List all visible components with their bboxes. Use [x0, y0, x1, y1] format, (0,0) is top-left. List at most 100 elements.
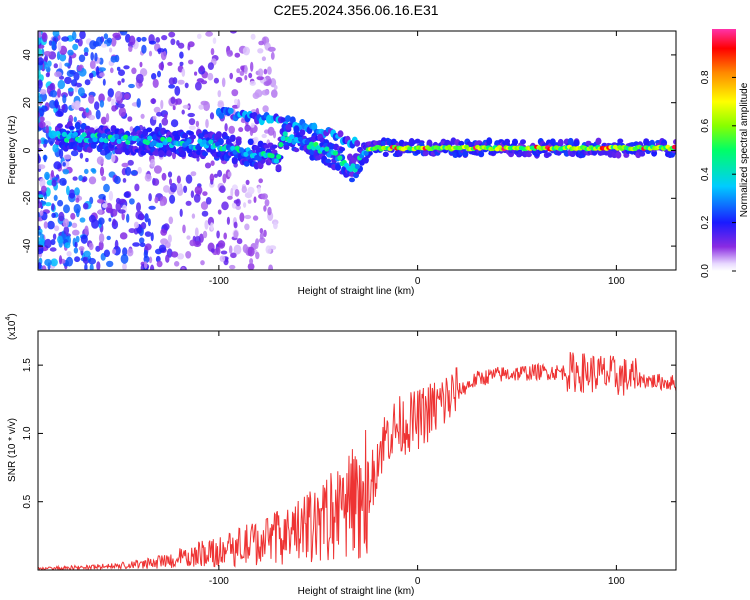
spectrogram-cell — [458, 140, 465, 147]
spectrogram-cell — [217, 169, 223, 178]
spectrogram-cell — [116, 138, 122, 144]
spectrogram-cell — [257, 186, 261, 194]
spectrogram-cell — [216, 246, 221, 256]
spectrogram-cell — [194, 185, 203, 195]
spectrogram-cell — [182, 104, 190, 109]
spectrogram-cell — [79, 152, 84, 159]
spectrogram-cell — [148, 50, 153, 57]
spectrogram-cell — [51, 203, 55, 211]
spectrogram-cell — [71, 222, 78, 228]
spectrogram-cell — [253, 196, 257, 203]
spectrogram-cell — [210, 248, 215, 253]
spectrogram-cell — [202, 230, 208, 239]
spectrogram-cell — [88, 214, 96, 223]
spectrogram-cell — [119, 232, 128, 240]
spectrogram-cell — [64, 76, 72, 85]
spectrogram-cell — [117, 80, 122, 86]
spectrogram-cell — [168, 216, 174, 225]
spectrogram-cell — [39, 116, 45, 122]
spectrogram-cell — [94, 101, 100, 111]
spectrogram-cell — [101, 176, 107, 181]
spectrogram-cell — [339, 147, 346, 152]
spectrogram-cell — [114, 239, 119, 250]
y-tick-label: -40 — [22, 238, 33, 253]
spectrogram-cell — [132, 242, 141, 247]
spectrogram-cell — [39, 210, 44, 217]
spectrogram-cell — [354, 140, 361, 147]
spectrogram-cell — [267, 206, 272, 216]
spectrogram-cell — [70, 212, 76, 220]
spectrogram-panel: -100 0 100 -40 -20 0 20 40 Height of straight … — [7, 30, 677, 297]
spectrogram-cell — [205, 31, 214, 37]
spectrogram-cell — [205, 118, 209, 129]
spectrogram-cell — [184, 82, 189, 89]
spectrogram-cell — [235, 198, 241, 207]
spectrogram-cell — [195, 81, 202, 91]
spectrogram-cell — [83, 250, 91, 258]
spectrogram-cell — [261, 193, 268, 200]
spectrogram-cell — [263, 68, 268, 75]
spectrogram-cell — [90, 52, 94, 61]
spectrogram-cell — [128, 35, 136, 46]
spectrogram-cell — [57, 199, 64, 207]
spectrogram-cell — [111, 105, 117, 112]
spectrogram-cell — [222, 173, 227, 184]
spectrogram-cell — [38, 112, 41, 118]
spectrogram-cell — [88, 94, 95, 104]
spectrogram-cell — [263, 229, 267, 238]
spectrogram-cell — [55, 110, 64, 117]
spectrogram-cell — [250, 122, 255, 128]
spectrogram-cell — [148, 256, 153, 264]
spectrogram-cell — [273, 85, 278, 90]
spectrogram-cell — [64, 242, 71, 249]
spectrogram-cell — [172, 151, 176, 160]
spectrogram-cell — [176, 175, 181, 184]
spectrogram-cell — [567, 137, 574, 146]
spectrogram-cell — [74, 121, 81, 130]
spectrogram-cell — [265, 245, 272, 254]
spectrogram-cell — [82, 176, 88, 182]
spectrogram-cell — [170, 38, 176, 46]
spectrogram-cell — [85, 107, 90, 113]
spectrogram-cell — [163, 185, 170, 193]
spectrogram-cell — [96, 66, 100, 76]
spectrogram-cell — [177, 42, 185, 49]
spectrogram-cell — [186, 138, 192, 144]
spectrogram-cell — [236, 68, 241, 74]
spectrogram-cell — [148, 205, 156, 210]
spectrogram-cell — [152, 178, 160, 186]
spectrogram-cell — [57, 235, 63, 244]
spectrogram-cell — [226, 50, 233, 57]
spectrogram-cell — [324, 146, 330, 152]
spectrogram-cell — [38, 121, 46, 129]
spectrogram-cell — [77, 87, 85, 97]
spectrogram-cell — [61, 104, 66, 111]
spectrogram-cell — [204, 162, 212, 169]
spectrogram-cell — [66, 185, 70, 196]
spectrogram-cell — [156, 112, 163, 117]
spectrogram-cell — [96, 132, 102, 138]
spectrogram-cell — [148, 40, 157, 45]
spectrogram-cell — [190, 134, 196, 140]
spectrogram-cell — [88, 257, 96, 265]
spectrogram-cell — [176, 253, 185, 260]
spectrogram-cell — [230, 145, 236, 151]
spectrogram-cell — [120, 253, 129, 264]
spectrogram-cell — [45, 202, 52, 207]
spectrogram-cell — [67, 87, 74, 92]
spectrogram-cell — [152, 115, 157, 121]
spectrogram-cell — [209, 173, 215, 182]
spectrogram-cell — [74, 241, 78, 248]
spectrogram-cell — [247, 199, 252, 204]
spectrogram-y-label: Frequency (Hz) — [7, 116, 18, 185]
spectrogram-cell — [164, 241, 171, 249]
spectrogram-cell — [164, 113, 168, 120]
spectrogram-cell — [72, 131, 78, 137]
spectrogram-cell — [74, 85, 78, 93]
spectrogram-cell — [165, 254, 170, 263]
spectrogram-cell — [210, 48, 215, 56]
spectrogram-cell — [111, 98, 115, 107]
spectrogram-cell — [131, 67, 137, 75]
spectrogram-cell — [204, 220, 209, 230]
spectrogram-cell — [207, 62, 214, 70]
